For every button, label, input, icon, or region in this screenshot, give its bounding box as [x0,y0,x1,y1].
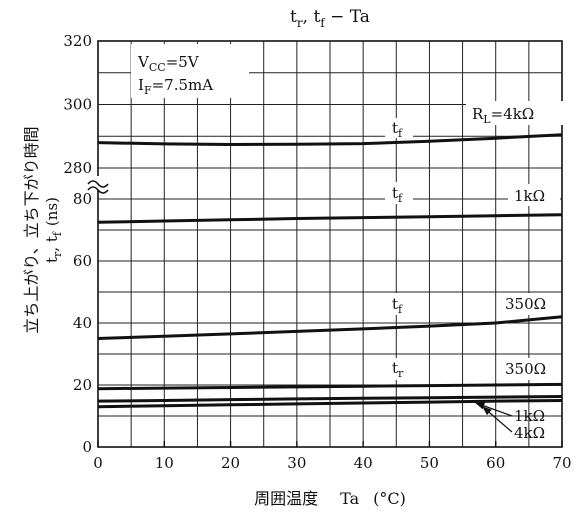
series-line-5 [97,399,563,409]
y-axis-label-symbols: tr, tf(ns) [43,197,64,263]
y-axis-label: 立ち上がり、立ち下がり時間 tr, tf(ns) [22,126,64,333]
series-param-4k: RL=4kΩ [472,105,534,126]
conditions-box: VCC=5V IF=7.5mA [131,44,249,98]
x-tick-label: 30 [287,454,306,472]
x-tick-label: 10 [155,454,174,472]
y-tick-label: 300 [63,96,92,114]
y-tick-label: 80 [73,190,92,208]
series-label-tf-350: tf [392,295,403,316]
series-param-350-tf: 350Ω [505,295,546,313]
x-tick-label: 40 [354,454,373,472]
series-param-1k-tf: 1kΩ [514,187,545,205]
if-condition: IF=7.5mA [138,76,213,97]
series-line-2 [97,315,563,340]
x-tick-label: 50 [420,454,439,472]
x-tick-label: 20 [221,454,240,472]
x-axis-label: 周囲温度 Ta (°C) [254,489,406,508]
y-tick-label: 0 [82,438,92,456]
chart-title: tr, tf − Ta [290,7,370,30]
series-line-0 [97,133,563,147]
series-label-tf-4k: tf [392,119,403,140]
axis-break-mark-1 [87,180,109,188]
y-tick-label: 40 [73,314,92,332]
series-line-4 [97,395,563,403]
x-tick-label: 0 [93,454,103,472]
x-tick-label: 70 [552,454,571,472]
series-line-3 [97,382,563,391]
series-labels: tf RL=4kΩ tf 1kΩ tf 350Ω tr 350Ω 1kΩ 4kΩ [385,101,564,442]
y-tick-label: 20 [73,376,92,394]
series-label-tr: tr [392,359,404,380]
vcc-condition: VCC=5V [137,53,200,74]
arrow-1k [474,402,513,417]
series-param-350-tr: 350Ω [505,360,546,378]
series-param-1k-tr: 1kΩ [514,407,545,425]
axis-break-mark-2 [87,186,109,194]
x-tick-label: 60 [486,454,505,472]
series-param-4k-tr: 4kΩ [514,424,545,442]
series-label-tf-1k: tf [392,184,403,205]
series-line-1 [97,213,563,224]
y-tick-label: 320 [63,32,92,50]
y-tick-label: 280 [63,159,92,177]
y-axis-label-jp: 立ち上がり、立ち下がり時間 [22,126,41,333]
arrow-4k [482,406,513,433]
y-tick-label: 60 [73,252,92,270]
